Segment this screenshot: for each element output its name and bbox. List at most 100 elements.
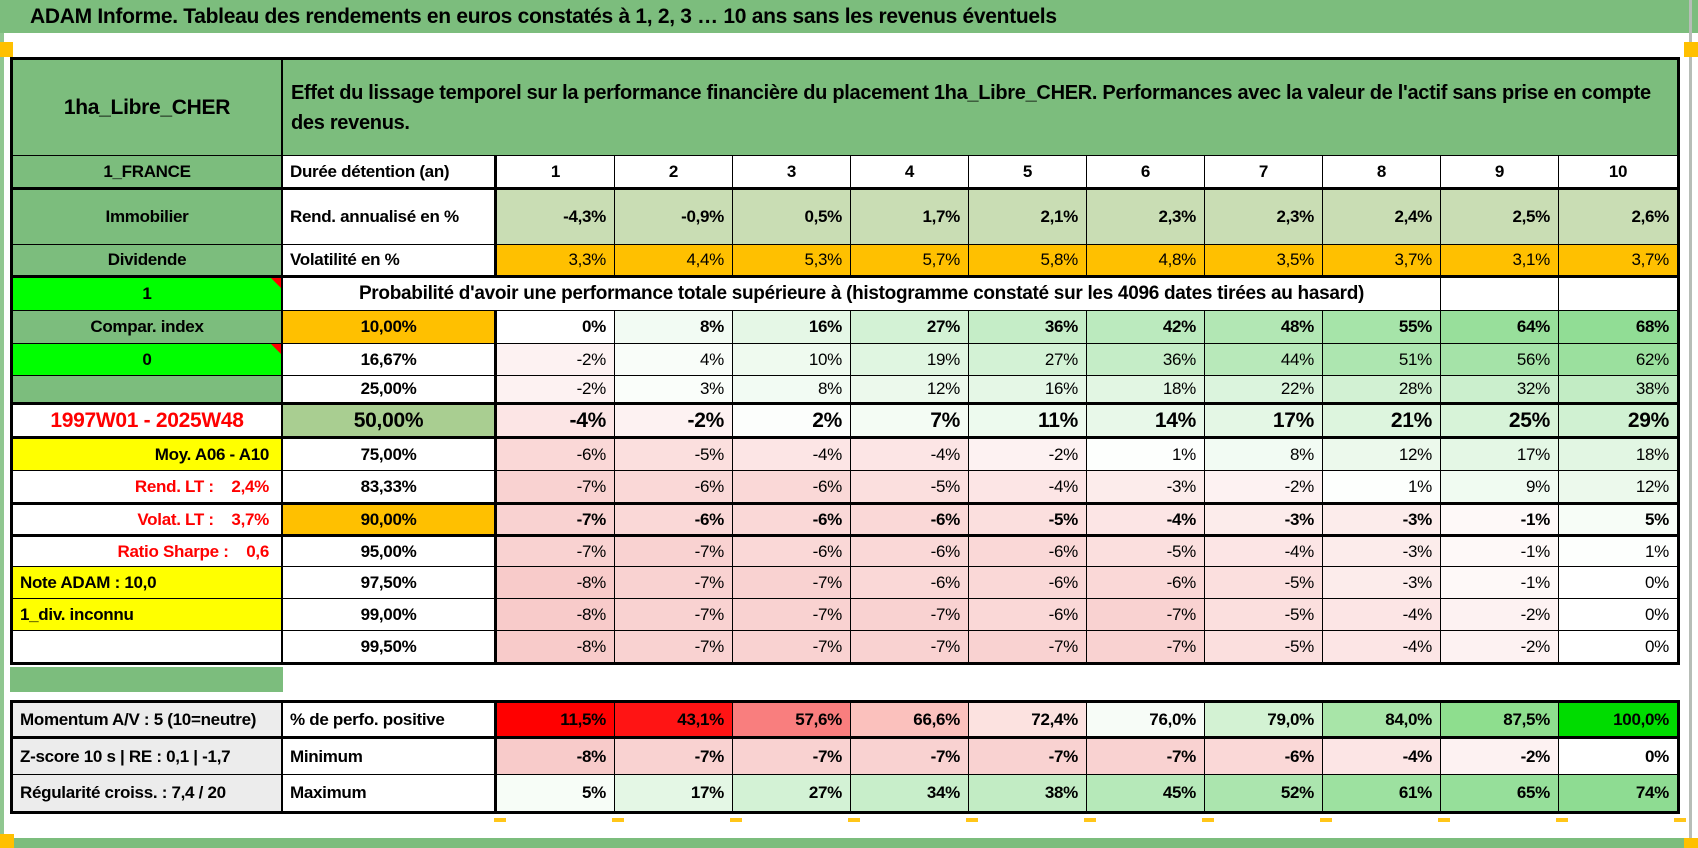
row-label-q10[interactable]: Compar. index	[13, 311, 283, 344]
cell-perfo-c6[interactable]: 76,0%	[1087, 703, 1205, 739]
cell-q95-c1[interactable]: -7%	[497, 537, 615, 567]
cell-min-c2[interactable]: -7%	[615, 739, 733, 775]
row-header-rend[interactable]: Rend. annualisé en %	[283, 190, 497, 245]
row-header-volat[interactable]: Volatilité en %	[283, 245, 497, 278]
cell-q975-c7[interactable]: -5%	[1205, 567, 1323, 599]
cell-volat-c10[interactable]: 3,7%	[1559, 245, 1677, 278]
cell-q75-c1[interactable]: -6%	[497, 439, 615, 471]
cell-min-c3[interactable]: -7%	[733, 739, 851, 775]
cell-q10-c8[interactable]: 55%	[1323, 311, 1441, 344]
cell-min-c8[interactable]: -4%	[1323, 739, 1441, 775]
cell-q50-c3[interactable]: 2%	[733, 403, 851, 439]
cell-proba-tail2[interactable]	[1559, 278, 1677, 311]
cell-duree-c10[interactable]: 10	[1559, 156, 1677, 190]
cell-proba-tail1[interactable]	[1441, 278, 1559, 311]
cell-q99-c1[interactable]: -8%	[497, 599, 615, 631]
cell-perfo-c8[interactable]: 84,0%	[1323, 703, 1441, 739]
cell-q50-c8[interactable]: 21%	[1323, 403, 1441, 439]
cell-q95-c6[interactable]: -5%	[1087, 537, 1205, 567]
cell-q975-c10[interactable]: 0%	[1559, 567, 1677, 599]
cell-q83-c3[interactable]: -6%	[733, 471, 851, 503]
cell-q25-c7[interactable]: 22%	[1205, 376, 1323, 403]
row-header-max[interactable]: Maximum	[283, 775, 497, 811]
cell-q90-c3[interactable]: -6%	[733, 503, 851, 537]
cell-q75-c3[interactable]: -4%	[733, 439, 851, 471]
row-label-q99[interactable]: 1_div. inconnu	[13, 599, 283, 631]
cell-rend-c8[interactable]: 2,4%	[1323, 190, 1441, 245]
cell-perfo-c5[interactable]: 72,4%	[969, 703, 1087, 739]
cell-q975-c4[interactable]: -6%	[851, 567, 969, 599]
cell-q83-c10[interactable]: 12%	[1559, 471, 1677, 503]
cell-duree-c5[interactable]: 5	[969, 156, 1087, 190]
cell-q10-c10[interactable]: 68%	[1559, 311, 1677, 344]
cell-q95-c2[interactable]: -7%	[615, 537, 733, 567]
cell-q90-c6[interactable]: -4%	[1087, 503, 1205, 537]
cell-max-c10[interactable]: 74%	[1559, 775, 1677, 811]
cell-rend-c10[interactable]: 2,6%	[1559, 190, 1677, 245]
row-label-q25[interactable]	[13, 376, 283, 403]
cell-q995-c10[interactable]: 0%	[1559, 631, 1677, 662]
cell-perfo-c1[interactable]: 11,5%	[497, 703, 615, 739]
row-header-duree[interactable]: Durée détention (an)	[283, 156, 497, 190]
cell-duree-c9[interactable]: 9	[1441, 156, 1559, 190]
cell-q99-c9[interactable]: -2%	[1441, 599, 1559, 631]
cell-q975-c5[interactable]: -6%	[969, 567, 1087, 599]
cell-min-c1[interactable]: -8%	[497, 739, 615, 775]
cell-q83-c1[interactable]: -7%	[497, 471, 615, 503]
cell-q90-c1[interactable]: -7%	[497, 503, 615, 537]
cell-q975-c3[interactable]: -7%	[733, 567, 851, 599]
cell-q83-c6[interactable]: -3%	[1087, 471, 1205, 503]
row-label-duree[interactable]: 1_FRANCE	[13, 156, 283, 190]
cell-q16-c1[interactable]: -2%	[497, 344, 615, 376]
cell-q995-c2[interactable]: -7%	[615, 631, 733, 662]
cell-q95-c8[interactable]: -3%	[1323, 537, 1441, 567]
cell-q16-c5[interactable]: 27%	[969, 344, 1087, 376]
cell-q83-c4[interactable]: -5%	[851, 471, 969, 503]
cell-q995-c7[interactable]: -5%	[1205, 631, 1323, 662]
cell-q995-c3[interactable]: -7%	[733, 631, 851, 662]
cell-q25-c8[interactable]: 28%	[1323, 376, 1441, 403]
cell-q995-c8[interactable]: -4%	[1323, 631, 1441, 662]
cell-perfo-c9[interactable]: 87,5%	[1441, 703, 1559, 739]
cell-rend-c2[interactable]: -0,9%	[615, 190, 733, 245]
cell-perfo-c4[interactable]: 66,6%	[851, 703, 969, 739]
cell-volat-c5[interactable]: 5,8%	[969, 245, 1087, 278]
probability-header-cell[interactable]: Probabilité d'avoir une performance tota…	[283, 278, 1441, 311]
cell-q25-c10[interactable]: 38%	[1559, 376, 1677, 403]
cell-q99-c6[interactable]: -7%	[1087, 599, 1205, 631]
cell-q95-c4[interactable]: -6%	[851, 537, 969, 567]
cell-q90-c9[interactable]: -1%	[1441, 503, 1559, 537]
cell-rend-c9[interactable]: 2,5%	[1441, 190, 1559, 245]
row-label-q90[interactable]: Volat. LT : 3,7%	[13, 503, 283, 537]
cell-volat-c4[interactable]: 5,7%	[851, 245, 969, 278]
cell-q83-c2[interactable]: -6%	[615, 471, 733, 503]
cell-q975-c8[interactable]: -3%	[1323, 567, 1441, 599]
cell-q10-c5[interactable]: 36%	[969, 311, 1087, 344]
cell-q25-c2[interactable]: 3%	[615, 376, 733, 403]
cell-max-c1[interactable]: 5%	[497, 775, 615, 811]
description-cell[interactable]: Effet du lissage temporel sur la perform…	[283, 60, 1677, 156]
cell-q95-c3[interactable]: -6%	[733, 537, 851, 567]
cell-q975-c2[interactable]: -7%	[615, 567, 733, 599]
cell-q75-c6[interactable]: 1%	[1087, 439, 1205, 471]
cell-q25-c3[interactable]: 8%	[733, 376, 851, 403]
cell-min-c7[interactable]: -6%	[1205, 739, 1323, 775]
cell-q99-c5[interactable]: -6%	[969, 599, 1087, 631]
cell-q95-c9[interactable]: -1%	[1441, 537, 1559, 567]
cell-q25-c4[interactable]: 12%	[851, 376, 969, 403]
cell-q10-c2[interactable]: 8%	[615, 311, 733, 344]
cell-q75-c9[interactable]: 17%	[1441, 439, 1559, 471]
cell-duree-c6[interactable]: 6	[1087, 156, 1205, 190]
cell-max-c7[interactable]: 52%	[1205, 775, 1323, 811]
cell-q10-c3[interactable]: 16%	[733, 311, 851, 344]
row-header-perfo[interactable]: % de perfo. positive	[283, 703, 497, 739]
cell-q16-c2[interactable]: 4%	[615, 344, 733, 376]
row-label-perfo[interactable]: Momentum A/V : 5 (10=neutre)	[13, 703, 283, 739]
cell-q995-c9[interactable]: -2%	[1441, 631, 1559, 662]
cell-perfo-c7[interactable]: 79,0%	[1205, 703, 1323, 739]
row-label-min[interactable]: Z-score 10 s | RE : 0,1 | -1,7	[13, 739, 283, 775]
cell-q90-c8[interactable]: -3%	[1323, 503, 1441, 537]
cell-q75-c2[interactable]: -5%	[615, 439, 733, 471]
cell-max-c6[interactable]: 45%	[1087, 775, 1205, 811]
cell-max-c9[interactable]: 65%	[1441, 775, 1559, 811]
